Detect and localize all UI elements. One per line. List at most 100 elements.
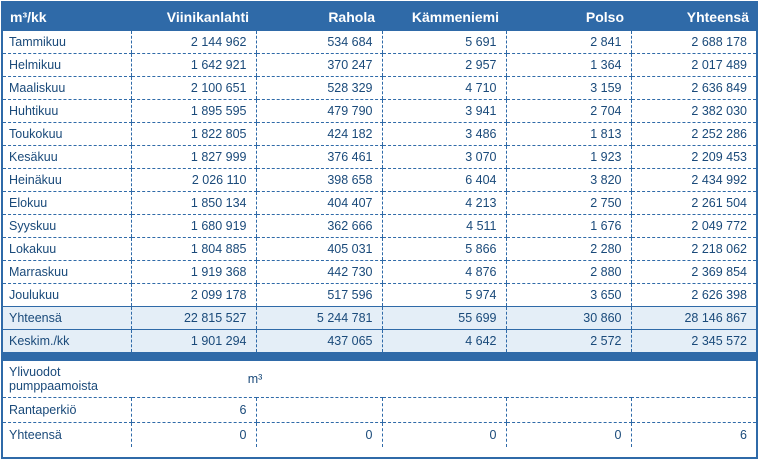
- table-cell: 517 596: [255, 283, 382, 307]
- overflow-row-rantaperkio: Rantaperkiö 6: [3, 397, 756, 423]
- table-cell: 2 636 849: [630, 76, 756, 100]
- header-yhteensa: Yhteensä: [631, 3, 756, 31]
- table-cell: 424 182: [255, 122, 382, 146]
- overflow-row-total: Yhteensä 0 0 0 0 6: [3, 422, 756, 447]
- table-cell: 2 626 398: [630, 283, 756, 307]
- table-cell: 2 841: [505, 31, 631, 54]
- month-label: Elokuu: [3, 191, 131, 215]
- average-cell: 2 345 572: [630, 329, 756, 353]
- table-cell: 2 100 651: [130, 76, 256, 100]
- table-cell: 362 666: [255, 214, 382, 238]
- totals-cell: 22 815 527: [130, 306, 256, 330]
- table-cell: 2 280: [505, 237, 631, 261]
- month-label: Toukokuu: [3, 122, 131, 146]
- table-cell: 3 159: [505, 76, 631, 100]
- table-row: Helmikuu 1 642 921 370 247 2 957 1 364 2 017 …: [3, 53, 756, 77]
- table-cell: 1 804 885: [130, 237, 256, 261]
- totals-cell: 55 699: [381, 306, 506, 330]
- month-label: Syyskuu: [3, 214, 131, 238]
- average-cell: 1 901 294: [130, 329, 256, 353]
- table-cell: 1 822 805: [130, 122, 256, 146]
- section-divider: [3, 352, 756, 361]
- table-cell: 2 750: [505, 191, 631, 215]
- table-cell: 1 676: [505, 214, 631, 238]
- table-cell: 2 880: [505, 260, 631, 284]
- table-row: Elokuu 1 850 134 404 407 4 213 2 750 2 261 50…: [3, 191, 756, 215]
- table-cell: 1 923: [505, 145, 631, 169]
- overflow-title: Ylivuodot pumppaamoista: [3, 361, 131, 398]
- table-cell: 2 049 772: [630, 214, 756, 238]
- table-cell: 3 070: [381, 145, 506, 169]
- table-row: Joulukuu 2 099 178 517 596 5 974 3 650 2 626 …: [3, 283, 756, 307]
- table-cell: 2 209 453: [630, 145, 756, 169]
- month-label: Huhtikuu: [3, 99, 131, 123]
- table-cell: 442 730: [255, 260, 382, 284]
- table-cell: 534 684: [255, 31, 382, 54]
- overflow-title-row: Ylivuodot pumppaamoista m³: [3, 361, 756, 398]
- header-row: m³/kk Viinikanlahti Rahola Kämmeniemi Po…: [3, 3, 756, 31]
- average-label: Keskim./kk: [3, 329, 131, 353]
- header-kammeniemi: Kämmeniemi: [382, 3, 506, 31]
- wastewater-table: m³/kk Viinikanlahti Rahola Kämmeniemi Po…: [3, 3, 756, 447]
- table-cell: 2 144 962: [130, 31, 256, 54]
- table-cell: 1 827 999: [130, 145, 256, 169]
- totals-row: Yhteensä 22 815 527 5 244 781 55 699 30 …: [3, 306, 756, 330]
- table-cell: 2 218 062: [630, 237, 756, 261]
- table-row: Toukokuu 1 822 805 424 182 3 486 1 813 2 252 …: [3, 122, 756, 146]
- header-polso: Polso: [506, 3, 631, 31]
- table-cell: 4 710: [381, 76, 506, 100]
- table-cell: 1 364: [505, 53, 631, 77]
- month-rows: Tammikuu 2 144 962 534 684 5 691 2 841 2 688 …: [3, 31, 756, 307]
- table-cell: 3 486: [381, 122, 506, 146]
- table-cell: 2 688 178: [630, 31, 756, 54]
- month-label: Maaliskuu: [3, 76, 131, 100]
- table-row: Maaliskuu 2 100 651 528 329 4 710 3 159 2 636…: [3, 76, 756, 100]
- table-cell: 4 876: [381, 260, 506, 284]
- table-cell: 3 650: [505, 283, 631, 307]
- table-cell: 398 658: [255, 168, 382, 192]
- totals-cell: 30 860: [505, 306, 631, 330]
- month-label: Helmikuu: [3, 53, 131, 77]
- table-cell: 376 461: [255, 145, 382, 169]
- table-cell: 1 850 134: [130, 191, 256, 215]
- totals-label: Yhteensä: [3, 306, 131, 330]
- totals-cell: 28 146 867: [630, 306, 756, 330]
- table-cell: 1 813: [505, 122, 631, 146]
- month-label: Joulukuu: [3, 283, 131, 307]
- month-label: Kesäkuu: [3, 145, 131, 169]
- overflow-cell: [381, 397, 506, 423]
- table-cell: 479 790: [255, 99, 382, 123]
- table-cell: 2 261 504: [630, 191, 756, 215]
- table-cell: 2 369 854: [630, 260, 756, 284]
- overflow-blank: [382, 361, 756, 398]
- overflow-cell: [505, 397, 631, 423]
- table-cell: 4 213: [381, 191, 506, 215]
- month-label: Lokakuu: [3, 237, 131, 261]
- overflow-cell: 0: [505, 422, 631, 447]
- overflow-cell: 6: [130, 397, 256, 423]
- table-row: Heinäkuu 2 026 110 398 658 6 404 3 820 2 434 …: [3, 168, 756, 192]
- table-cell: 5 866: [381, 237, 506, 261]
- table-cell: 1 680 919: [130, 214, 256, 238]
- table-cell: 1 642 921: [130, 53, 256, 77]
- average-cell: 2 572: [505, 329, 631, 353]
- table-cell: 2 252 286: [630, 122, 756, 146]
- table-cell: 1 919 368: [130, 260, 256, 284]
- table-cell: 405 031: [255, 237, 382, 261]
- table-row: Marraskuu 1 919 368 442 730 4 876 2 880 2 369…: [3, 260, 756, 284]
- overflow-cell: 6: [630, 422, 756, 447]
- overflow-cell: [630, 397, 756, 423]
- table-cell: 3 941: [381, 99, 506, 123]
- overflow-cell: 0: [255, 422, 382, 447]
- totals-cell: 5 244 781: [255, 306, 382, 330]
- header-unit: m³/kk: [3, 3, 131, 31]
- overflow-unit: m³: [131, 361, 382, 398]
- table-cell: 528 329: [255, 76, 382, 100]
- header-rahola: Rahola: [256, 3, 382, 31]
- overflow-cell: 0: [381, 422, 506, 447]
- average-row: Keskim./kk 1 901 294 437 065 4 642 2 572…: [3, 329, 756, 353]
- overflow-cell: 0: [130, 422, 256, 447]
- table-cell: 3 820: [505, 168, 631, 192]
- table-cell: 2 434 992: [630, 168, 756, 192]
